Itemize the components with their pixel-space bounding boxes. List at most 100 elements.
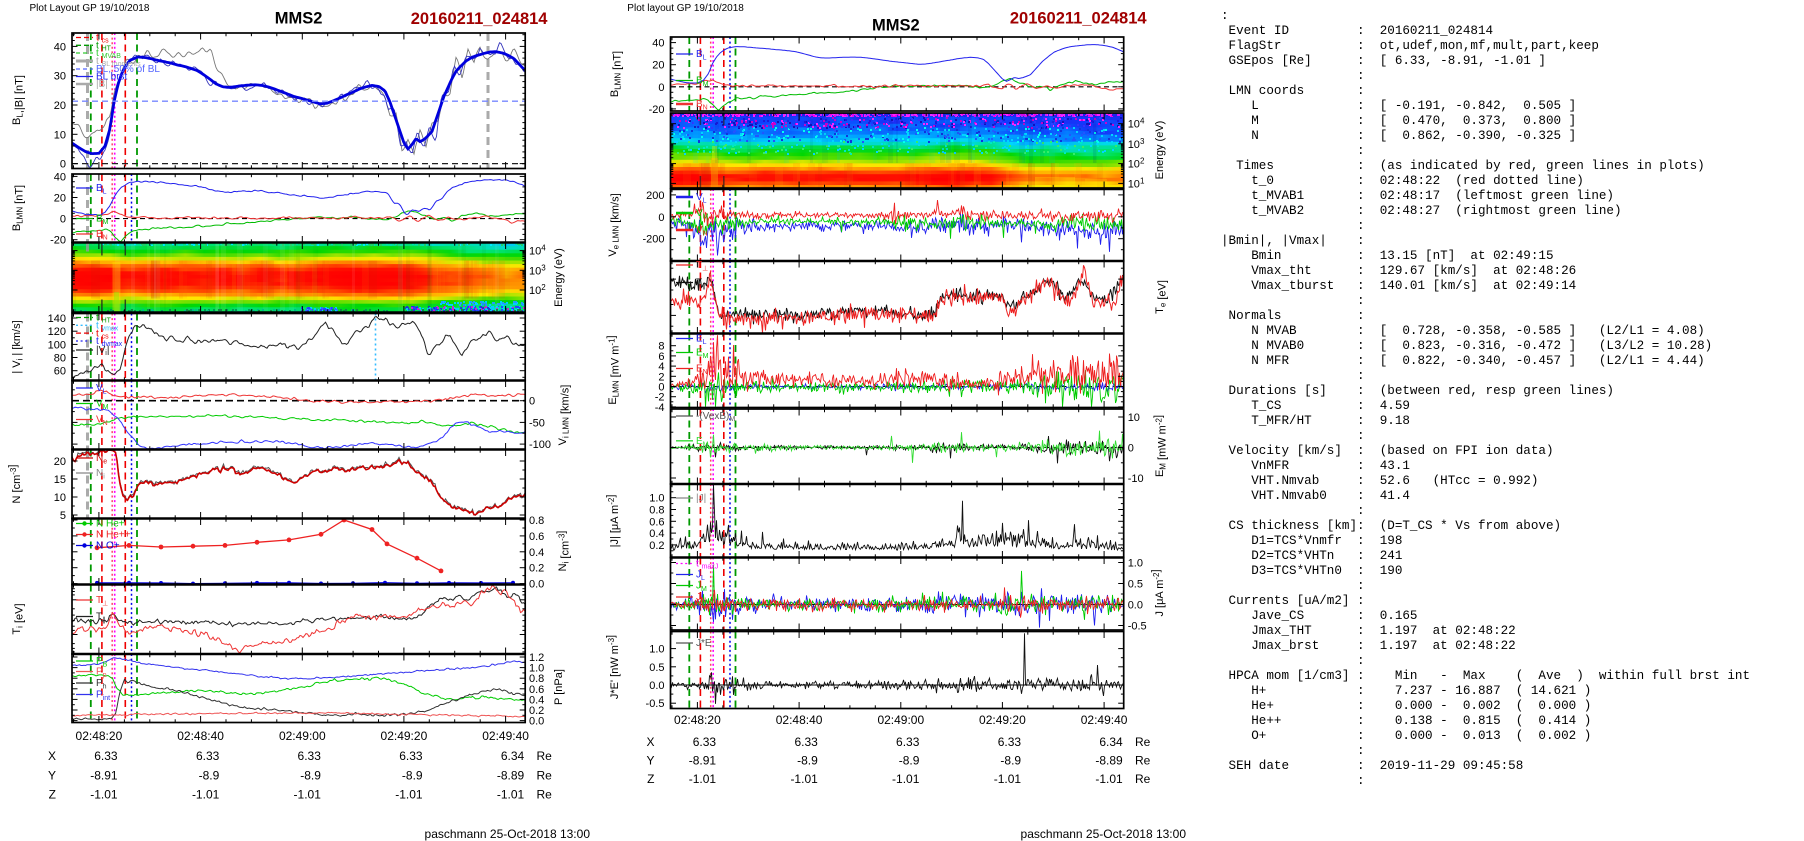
- svg-text:15: 15: [54, 474, 66, 486]
- svg-text:J [μA m-2]: J [μA m-2]: [1150, 569, 1166, 616]
- svg-text:02:49:40: 02:49:40: [482, 729, 529, 743]
- svg-text:02:48:40: 02:48:40: [177, 729, 224, 743]
- svg-text:30: 30: [54, 71, 66, 83]
- svg-text:-8.9: -8.9: [199, 769, 220, 783]
- svg-text:5: 5: [60, 510, 66, 522]
- svg-text:40: 40: [652, 38, 664, 50]
- svg-text:Ti [eV]: Ti [eV]: [11, 603, 26, 634]
- svg-text:0.4: 0.4: [529, 547, 544, 559]
- svg-text:BLMN [nT]: BLMN [nT]: [11, 185, 26, 231]
- svg-text:-1.01: -1.01: [994, 772, 1022, 786]
- svg-text:EM [mW m-2]: EM [mW m-2]: [1153, 415, 1169, 477]
- svg-text:paschmann 25-Oct-2018 13:00: paschmann 25-Oct-2018 13:00: [425, 827, 591, 841]
- svg-text:0.0: 0.0: [649, 680, 664, 692]
- svg-text:0: 0: [658, 212, 664, 224]
- svg-text:Te [eV]: Te [eV]: [1154, 280, 1169, 314]
- svg-text:-8.91: -8.91: [689, 754, 717, 768]
- svg-text:PB: PB: [96, 656, 108, 669]
- svg-text:1.0: 1.0: [1128, 558, 1143, 570]
- svg-text:-20: -20: [649, 104, 665, 116]
- svg-text:6.33: 6.33: [794, 735, 818, 749]
- svg-text:-8.89: -8.89: [1095, 754, 1123, 768]
- svg-text:0: 0: [1128, 443, 1134, 455]
- svg-text:-1.01: -1.01: [294, 788, 322, 802]
- svg-text:T∥: T∥: [696, 278, 706, 291]
- svg-text:Plot Layout GP 19/10/2018: Plot Layout GP 19/10/2018: [30, 3, 150, 14]
- svg-text:0: 0: [529, 396, 535, 408]
- svg-text:100: 100: [48, 339, 66, 351]
- svg-text:0.2: 0.2: [529, 705, 544, 717]
- svg-text:6.34: 6.34: [501, 749, 525, 763]
- svg-text:N He++: N He++: [96, 530, 131, 541]
- svg-text:140: 140: [48, 313, 66, 325]
- svg-text:0.0: 0.0: [529, 716, 544, 728]
- svg-text:0.5: 0.5: [649, 662, 664, 674]
- svg-text:-(VexB)M: -(VexB)M: [696, 411, 735, 423]
- svg-text:02:49:00: 02:49:00: [877, 713, 924, 727]
- svg-text:Re: Re: [1135, 754, 1151, 768]
- svg-text:| Vi | [km/s]: | Vi | [km/s]: [11, 320, 25, 373]
- svg-text:VL: VL: [696, 192, 707, 205]
- svg-text:02:49:20: 02:49:20: [979, 713, 1026, 727]
- svg-text:BL: BL: [96, 183, 107, 196]
- svg-text:20: 20: [54, 100, 66, 112]
- svg-text:0: 0: [658, 382, 664, 394]
- svg-text:-200: -200: [642, 234, 664, 246]
- svg-text:-1.01: -1.01: [892, 772, 920, 786]
- svg-text:0.4: 0.4: [529, 694, 544, 706]
- svg-text:-8.9: -8.9: [797, 754, 818, 768]
- svg-text:0.8: 0.8: [529, 515, 544, 527]
- svg-text:Energy (eV): Energy (eV): [1154, 121, 1166, 180]
- svg-text:-1.01: -1.01: [790, 772, 818, 786]
- svg-text:4: 4: [658, 361, 664, 373]
- svg-text:-2: -2: [655, 392, 665, 404]
- svg-text:-1.01: -1.01: [1095, 772, 1123, 786]
- svg-text:8: 8: [658, 341, 664, 353]
- svg-text:Vi LMN [km/s]: Vi LMN [km/s]: [557, 385, 572, 446]
- svg-text:40: 40: [54, 171, 66, 183]
- svg-text:BL, 50% of BL: BL, 50% of BL: [96, 64, 160, 75]
- svg-text:-1.01: -1.01: [497, 788, 525, 802]
- svg-text:200: 200: [646, 190, 664, 202]
- svg-text:X: X: [646, 735, 654, 749]
- svg-text:|B|: |B|: [96, 79, 108, 90]
- svg-text:02:48:20: 02:48:20: [674, 713, 721, 727]
- svg-text:10: 10: [54, 492, 66, 504]
- svg-text:10: 10: [54, 129, 66, 141]
- svg-text:-20: -20: [50, 235, 66, 247]
- svg-text:-8.89: -8.89: [497, 769, 525, 783]
- svg-text:J*E: J*E: [696, 638, 712, 649]
- svg-text:Y: Y: [646, 754, 654, 768]
- svg-text:6.33: 6.33: [399, 749, 423, 763]
- svg-text:N O+: N O+: [96, 541, 120, 552]
- svg-text:|Vi|: |Vi|: [96, 345, 109, 357]
- svg-text:-8.9: -8.9: [300, 769, 321, 783]
- svg-text:Re: Re: [537, 769, 553, 783]
- svg-text:Re: Re: [1135, 772, 1151, 786]
- svg-text:02:49:40: 02:49:40: [1081, 713, 1128, 727]
- svg-text:-1.01: -1.01: [90, 788, 118, 802]
- svg-text:0.6: 0.6: [649, 516, 664, 528]
- svg-text:0.2: 0.2: [529, 563, 544, 575]
- svg-text:02:49:20: 02:49:20: [381, 729, 428, 743]
- svg-text:1.2: 1.2: [529, 652, 544, 664]
- svg-text:20: 20: [54, 193, 66, 205]
- svg-text:Ph: Ph: [96, 678, 107, 691]
- svg-text:-50: -50: [529, 417, 545, 429]
- svg-text:20: 20: [54, 456, 66, 468]
- svg-text:JL: JL: [696, 570, 705, 583]
- svg-text:BLMN [nT]: BLMN [nT]: [609, 51, 624, 97]
- svg-text:1.0: 1.0: [649, 493, 664, 505]
- svg-text:40: 40: [54, 41, 66, 53]
- svg-text:J*E' [nW m-3]: J*E' [nW m-3]: [605, 635, 621, 699]
- svg-text:10: 10: [1128, 412, 1140, 424]
- svg-text:paschmann 25-Oct-2018 13:00: paschmann 25-Oct-2018 13:00: [1021, 827, 1187, 841]
- svg-text:Plot layout GP 19/10/2018: Plot layout GP 19/10/2018: [627, 3, 744, 14]
- svg-text:6.33: 6.33: [94, 749, 118, 763]
- svg-text:0.2: 0.2: [649, 540, 664, 552]
- svg-text:Re: Re: [537, 788, 553, 802]
- svg-text:0.4: 0.4: [649, 528, 664, 540]
- svg-text:-8.91: -8.91: [90, 769, 118, 783]
- svg-text:-8.9: -8.9: [1000, 754, 1021, 768]
- svg-text:20: 20: [652, 60, 664, 72]
